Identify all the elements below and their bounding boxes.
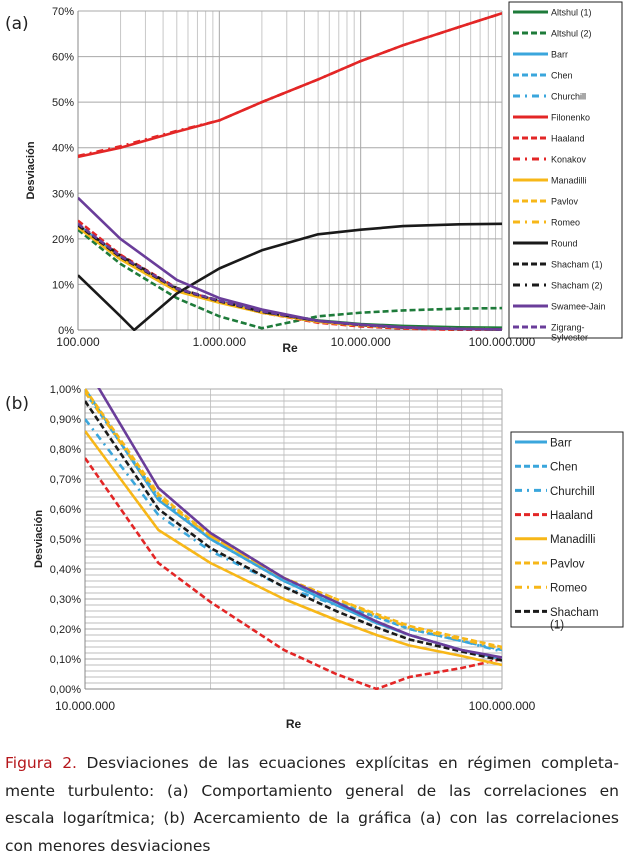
legend-label: Round [551, 238, 578, 248]
series-line-chen [78, 224, 502, 331]
y-tick-label: 0,60% [50, 504, 81, 516]
legend-label: Haaland [551, 133, 585, 143]
legend-label: Shacham [550, 607, 599, 619]
series-line-haaland [85, 457, 502, 690]
caption-line-3: escala logarítmica; (b) Acercamiento de … [5, 809, 619, 827]
y-tick-label: 60% [52, 52, 74, 64]
y-tick-label: 50% [52, 97, 74, 109]
legend-label: Filonenko [551, 112, 590, 122]
series-line-churchill [78, 224, 502, 331]
y-tick-label: 0,30% [50, 594, 81, 606]
series-line-round [78, 222, 502, 331]
legend-label: Romeo [551, 217, 580, 227]
caption-label: Figura 2. [5, 754, 77, 772]
series-line-pavlov [78, 224, 502, 331]
caption-line-1: Desviaciones de las ecuaciones explícita… [76, 754, 619, 772]
y-tick-label: 30% [52, 188, 74, 200]
x-tick-label: 100.000.000 [469, 699, 536, 713]
legend-label: (1) [550, 619, 564, 631]
series-line-zigrang-sylvester [78, 222, 502, 331]
caption-line-4: con menores desviaciones [5, 836, 211, 855]
legend-label: Shacham (1) [551, 259, 603, 269]
panel-label-b: (b) [5, 394, 30, 414]
series-line-swamee-jain [97, 388, 502, 659]
x-tick-label: 10.000.000 [55, 699, 115, 713]
y-tick-label: 10% [52, 279, 74, 291]
series-line-manadilli [85, 430, 502, 667]
legend-box [508, 1, 623, 339]
series-line-konakov [78, 12, 502, 158]
legend-label: Manadilli [551, 175, 587, 185]
y-tick-label: 40% [52, 143, 74, 155]
series-line-shacham-1- [85, 400, 502, 662]
legend-label: Sylvester [551, 332, 588, 342]
legend-box [510, 431, 624, 628]
y-axis-label: Desviación [25, 141, 37, 199]
series-line-shacham-2- [78, 224, 502, 331]
legend-label: Chen [551, 70, 573, 80]
legend-label: Barr [550, 437, 572, 449]
legend-label: Altshul (2) [551, 28, 592, 38]
y-axis-label: Desviación [33, 510, 45, 568]
legend-label: Altshul (1) [551, 7, 592, 17]
series-line-haaland [78, 219, 502, 331]
x-axis-label: Re [286, 717, 302, 731]
y-tick-label: 1,00% [50, 384, 81, 396]
legend-label: Churchill [550, 486, 595, 498]
panel-label-a: (a) [5, 14, 29, 34]
y-tick-label: 0,40% [50, 564, 81, 576]
y-tick-label: 20% [52, 234, 74, 246]
series-line-romeo [78, 224, 502, 331]
y-tick-label: 0,20% [50, 624, 81, 636]
legend-label: Chen [550, 462, 578, 474]
legend-label: Pavlov [550, 558, 585, 570]
y-tick-label: 70% [52, 6, 74, 18]
legend-label: Romeo [550, 583, 587, 595]
legend-label: Konakov [551, 154, 587, 164]
figure-caption: Figura 2. Desviaciones de las ecuaciones… [5, 750, 619, 860]
legend-label: Zigrang- [551, 322, 585, 332]
series-line-altshul-2- [78, 228, 502, 330]
y-tick-label: 0% [58, 325, 74, 337]
x-tick-label: 100.000 [56, 335, 100, 349]
y-tick-label: 0,10% [50, 654, 81, 666]
legend-label: Manadilli [550, 534, 595, 546]
series-line-barr [78, 224, 502, 331]
legend-label: Shacham (2) [551, 280, 603, 290]
x-axis-label: Re [282, 341, 298, 355]
y-tick-label: 0,80% [50, 444, 81, 456]
x-tick-label: 10.000.000 [331, 335, 391, 349]
series-line-barr [85, 388, 502, 661]
legend-label: Barr [551, 49, 568, 59]
caption-line-2: mente turbulento: (a) Comportamiento gen… [5, 781, 619, 800]
figure-charts: 0% 10% 20% 30% 40% 50% 60% 70% 100.000 1.000.000 1… [25, 1, 624, 731]
series-line-shacham-1- [78, 224, 502, 331]
series-line-altshul-1- [78, 224, 502, 329]
legend-label: Churchill [551, 91, 586, 101]
x-tick-label: 1.000.000 [193, 335, 247, 349]
series-line-romeo [85, 391, 502, 650]
series-line-pavlov [85, 388, 502, 649]
legend-label: Swamee-Jain [551, 301, 606, 311]
y-tick-label: 0,90% [50, 414, 81, 426]
y-tick-label: 0,00% [50, 684, 81, 696]
legend-label: Haaland [550, 510, 593, 522]
y-tick-label: 0,70% [50, 474, 81, 486]
y-tick-label: 0,50% [50, 534, 81, 546]
legend-label: Pavlov [551, 196, 579, 206]
